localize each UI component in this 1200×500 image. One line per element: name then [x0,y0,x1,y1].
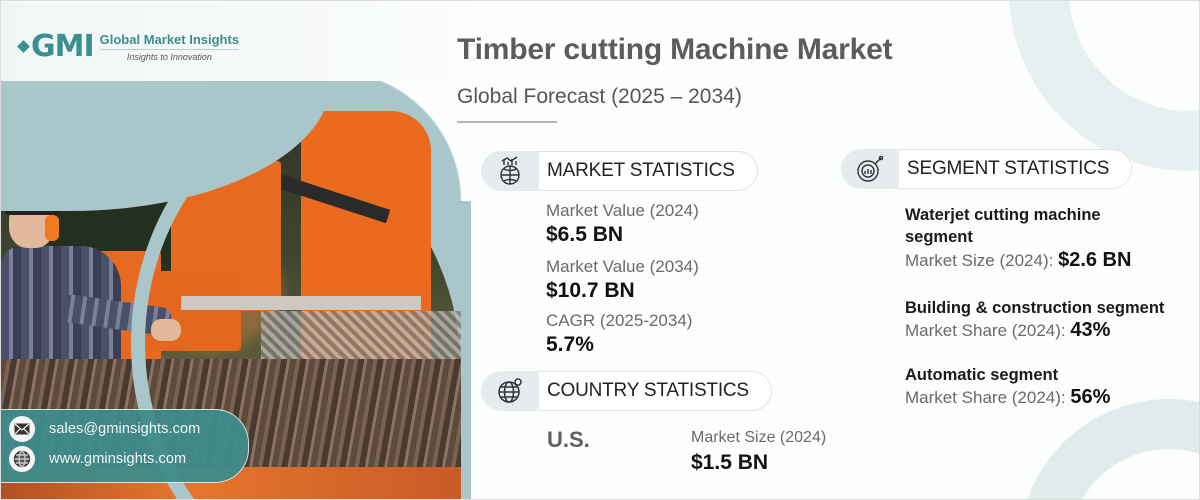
segment-2-metric: Market Share (2024): 43% [905,319,1111,341]
globe-pin-icon [481,371,539,411]
segment-1-title: Waterjet cutting machine segment [905,206,1101,246]
segment-1-metric: Market Size (2024): $2.6 BN [905,249,1132,271]
country-market-size-label: Market Size (2024) [691,429,827,446]
decorative-arc-bottom [1019,399,1199,499]
contact-website[interactable]: www.gminsights.com [9,446,186,472]
segment-2-title: Building & construction segment [905,299,1165,317]
cagr-label: CAGR (2025-2034) [546,311,693,330]
segment-3-value: 56% [1070,386,1111,408]
page-title: Timber cutting Machine Market [457,33,893,66]
title-divider [457,121,557,123]
country-name: U.S. [547,427,590,452]
chart-globe-icon [481,151,539,191]
brand-tagline: Insights to Innovation [126,51,212,62]
market-statistics-header: MARKET STATISTICS [481,151,758,191]
country-market-size: $1.5 BN [691,451,769,474]
globe-icon [9,446,35,472]
segment-2-value: 43% [1070,319,1111,341]
market-value-2034-label: Market Value (2034) [546,257,699,276]
diamond-icon [17,40,30,53]
page-subtitle: Global Forecast (2025 – 2034) [457,85,742,108]
website-link[interactable]: www.gminsights.com [49,451,187,467]
segment-statistics-header: SEGMENT STATISTICS [841,149,1133,189]
cagr-value: 5.7% [546,333,594,356]
logo-mark: GMI [17,29,95,64]
email-link[interactable]: sales@gminsights.com [49,421,201,437]
market-value-2024-label: Market Value (2024) [546,201,699,220]
segment-3-metric: Market Share (2024): 56% [905,386,1111,408]
brand-name: Global Market Insights [99,32,240,50]
contact-email[interactable]: sales@gminsights.com [9,416,200,442]
segment-1-value: $2.6 BN [1058,249,1132,271]
segment-3-title: Automatic segment [905,366,1059,384]
contact-box: sales@gminsights.com www.gminsights.com [1,409,249,483]
market-value-2034: $10.7 BN [546,279,635,302]
gmi-logo[interactable]: GMI Global Market Insights Insights to I… [17,29,240,64]
decorative-arc-top [1009,1,1199,171]
pie-target-icon [841,149,899,189]
market-value-2024: $6.5 BN [546,223,624,246]
envelope-icon [9,416,35,442]
country-statistics-header: COUNTRY STATISTICS [481,371,772,411]
